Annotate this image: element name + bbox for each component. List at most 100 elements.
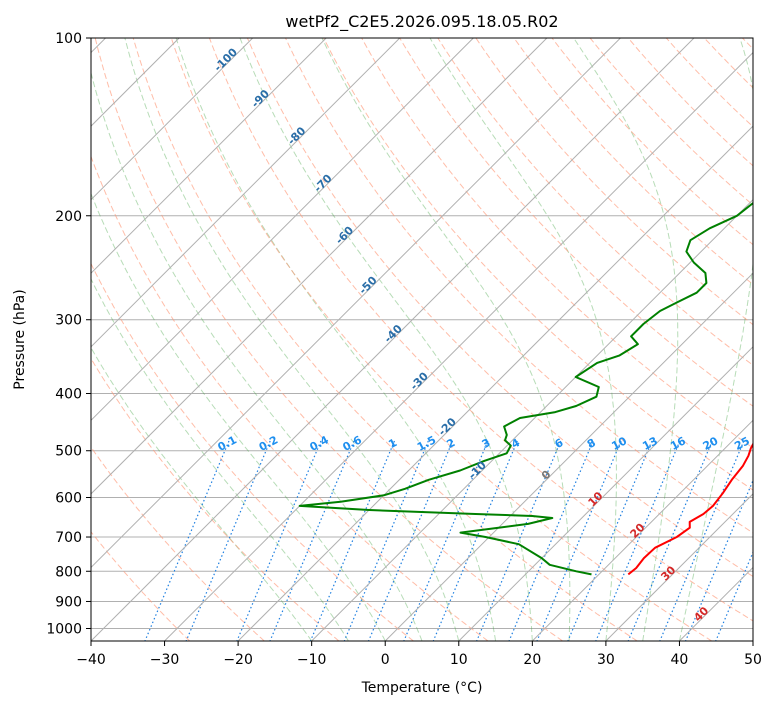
isotherm-line <box>384 272 753 641</box>
mixing-ratio-label: 1 <box>386 436 399 451</box>
grid-layer <box>91 38 753 629</box>
dry-adiabat <box>91 262 414 641</box>
moist-adiabat <box>91 70 423 641</box>
dry-adiabat <box>703 38 753 89</box>
mixing-ratio-line <box>567 440 653 641</box>
moist-adiabat <box>321 38 571 641</box>
isotherm-line <box>91 38 401 348</box>
dry-adiabat <box>208 38 753 622</box>
dry-adiabat <box>742 38 753 50</box>
series-line-1 <box>298 201 753 576</box>
series-layer <box>298 201 753 576</box>
dry-adiabat <box>475 38 753 326</box>
series-line-0 <box>627 442 753 576</box>
y-tick-label: 100 <box>55 31 82 47</box>
isotherm-line <box>164 51 753 641</box>
mixing-ratio-line <box>684 478 753 641</box>
isotherm-line <box>91 38 695 641</box>
moist-adiabat <box>239 38 533 641</box>
mixing-ratio-label: 13 <box>640 434 660 453</box>
dry-adiabat <box>94 38 563 641</box>
mixing-ratio-line <box>403 440 489 641</box>
moist-adiabat <box>91 277 349 641</box>
isotherm-label: -80 <box>285 124 308 147</box>
x-tick-label: 0 <box>381 652 390 668</box>
mixing-ratio-line <box>595 440 681 641</box>
isotherm-label: -100 <box>211 45 240 74</box>
x-tick-label: 20 <box>523 652 541 668</box>
x-tick-label: 10 <box>450 652 468 668</box>
mixing-ratio-label: 30 <box>758 434 775 453</box>
y-tick-label: 900 <box>55 594 82 610</box>
chart-title: wetPf2_C2E5.2026.095.18.05.R02 <box>285 12 558 32</box>
isotherm-label: 20 <box>628 521 648 541</box>
y-tick-label: 1000 <box>46 621 82 637</box>
mixing-ratio-label: 16 <box>668 434 688 453</box>
isotherm-line <box>605 493 753 641</box>
mixing-ratio-label: 20 <box>701 434 721 453</box>
dry-adiabat <box>665 38 753 128</box>
y-tick-label: 500 <box>55 444 82 460</box>
x-tick-label: −20 <box>223 652 253 668</box>
mixing-ratio-line <box>185 440 271 641</box>
dry-adiabat <box>170 38 713 641</box>
plot-frame <box>90 37 754 642</box>
dry-adiabat <box>91 155 489 641</box>
isotherm-line <box>752 640 753 641</box>
mixing-ratio-line <box>269 440 355 641</box>
dry-adiabat <box>246 38 753 578</box>
isotherm-line <box>91 38 254 201</box>
dry-adiabats <box>91 38 753 641</box>
dry-adiabat <box>91 357 340 641</box>
dry-adiabat <box>399 38 753 407</box>
y-tick-label: 800 <box>55 564 82 580</box>
y-tick-label: 400 <box>55 387 82 403</box>
mixing-ratio-label: 3 <box>480 436 493 451</box>
isotherm-line <box>91 38 327 274</box>
mixing-ratio-label: 4 <box>509 436 522 451</box>
plot-area: -100-90-80-70-60-50-40-30-20-10 010203040… <box>91 38 775 641</box>
mixing-ratio-lines <box>144 440 753 641</box>
isotherm-line <box>91 38 621 569</box>
isotherm-label: -90 <box>249 87 272 110</box>
y-axis-title: Pressure (hPa) <box>12 289 28 389</box>
x-axis: −40 −30 −20 −10 0 10 20 30 40 50 <box>76 641 762 668</box>
mixing-ratio-line <box>432 440 518 641</box>
mixing-ratio-line <box>536 440 622 641</box>
mixing-ratio-label: 25 <box>732 434 752 453</box>
mixing-ratio-line <box>144 440 230 641</box>
moist-adiabat <box>124 38 460 641</box>
mixing-ratio-line <box>627 440 713 641</box>
mixing-ratio-line <box>715 550 753 641</box>
isotherms <box>91 38 753 641</box>
dry-adiabat <box>285 38 753 534</box>
dry-adiabat <box>437 38 753 366</box>
x-tick-label: −30 <box>150 652 180 668</box>
isotherm-label: 10 <box>586 489 606 509</box>
mixing-ratio-line <box>367 440 454 641</box>
moist-adiabat <box>175 38 497 641</box>
y-axis: 100 200 300 400 500 600 700 800 900 1000 <box>46 31 91 637</box>
y-tick-label: 600 <box>55 490 82 506</box>
dry-adiabat <box>513 38 753 286</box>
isotherm-label: -30 <box>408 369 431 392</box>
mixing-ratio-line <box>476 440 562 641</box>
y-tick-label: 700 <box>55 530 82 546</box>
dry-adiabat <box>91 446 265 641</box>
x-tick-label: 50 <box>744 652 762 668</box>
isotherm-line <box>531 419 753 641</box>
moist-adiabat <box>573 38 679 641</box>
isotherm-label: 40 <box>691 604 711 624</box>
mixing-ratio-label: 6 <box>553 436 566 451</box>
moist-adiabat <box>91 346 313 641</box>
isotherm-line <box>679 566 753 641</box>
dry-adiabat <box>91 531 191 641</box>
x-tick-label: 30 <box>597 652 615 668</box>
isotherm-label: -20 <box>436 415 459 438</box>
isotherm-line <box>91 38 474 422</box>
mixing-ratio-label: 8 <box>585 436 598 451</box>
isotherm-line <box>311 198 753 641</box>
x-tick-label: 40 <box>671 652 689 668</box>
isotherm-line <box>458 346 753 641</box>
